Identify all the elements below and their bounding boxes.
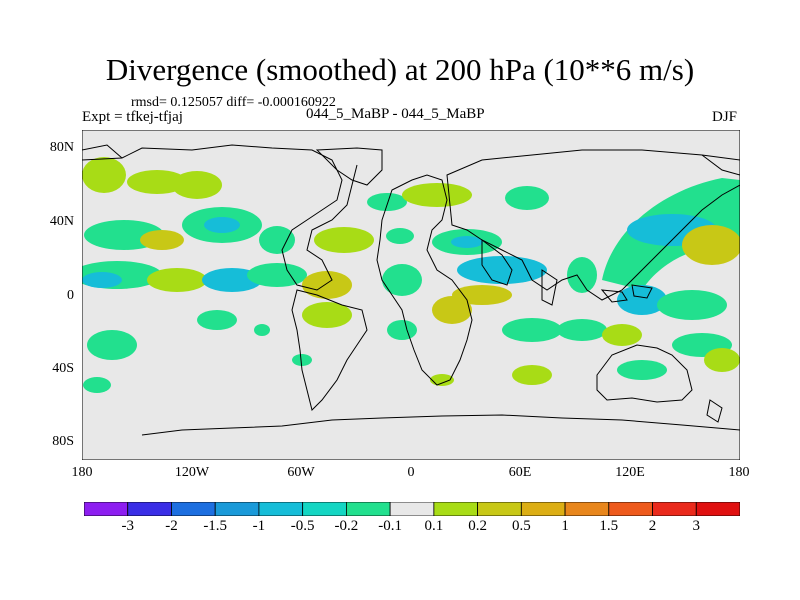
colorbar-tick-label: 2 (648, 518, 657, 534)
lat-label-40s: 40S (52, 361, 74, 376)
divergence-map (82, 130, 740, 460)
colorbar-swatch (345, 502, 391, 516)
colorbar-tick-label: 3 (692, 518, 701, 534)
colorbar-swatch (433, 502, 478, 516)
colorbar-tick-label: -0.2 (334, 518, 359, 534)
comparison-label: 044_5_MaBP - 044_5_MaBP (306, 106, 485, 122)
lon-label-180e: 180 (728, 465, 750, 480)
lon-label-180w: 180 (71, 465, 93, 480)
lat-label-40n: 40N (49, 214, 74, 229)
colorbar-tick-label: 1.5 (599, 518, 619, 534)
lat-label-0: 0 (67, 288, 74, 303)
colorbar-tick-label: -3 (121, 518, 134, 534)
colorbar-swatch (564, 502, 610, 516)
lon-label-120e: 120E (615, 465, 645, 480)
colorbar-tick-label: -1 (252, 518, 266, 534)
colorbar-swatch (695, 502, 740, 516)
lat-label-80n: 80N (49, 140, 74, 155)
colorbar-swatch (84, 502, 129, 516)
colorbar-tick-label: -0.1 (378, 518, 402, 534)
colorbar-swatch (389, 502, 435, 516)
coastlines (82, 144, 740, 436)
colorbar-tick-label: -2 (165, 518, 178, 534)
colorbar-swatch (477, 502, 522, 516)
season-label: DJF (712, 109, 738, 125)
colorbar-tick-label: 1 (561, 518, 569, 534)
colorbar-swatch (127, 502, 172, 516)
rmsd-diff-stats: rmsd= 0.125057 diff= -0.000160922 (131, 95, 336, 110)
lon-label-120w: 120W (174, 465, 210, 480)
experiment-label: Expt = tfkej-tfjaj (82, 109, 183, 125)
colorbar-tick-label: 0.2 (468, 518, 487, 534)
lon-label-0: 0 (407, 465, 415, 480)
map-title: Divergence (smoothed) at 200 hPa (10**6 … (105, 52, 695, 87)
lon-label-60w: 60W (287, 465, 315, 480)
colorbar-tick-label: -1.5 (203, 518, 228, 534)
lat-label-80s: 80S (52, 434, 74, 449)
colorbar-tick-label: 0.5 (511, 518, 531, 534)
colorbar-swatch (652, 502, 697, 516)
colorbar-tick-label: -0.5 (290, 518, 315, 534)
colorbar-swatch (520, 502, 566, 516)
colorbar-swatch (214, 502, 260, 516)
colorbar-swatch (171, 502, 216, 516)
colorbar-swatch (608, 502, 653, 516)
divergence-field (82, 157, 740, 393)
colorbar-swatch (258, 502, 304, 516)
colorbar-tick-label: 0.1 (424, 518, 444, 534)
lon-label-60e: 60E (508, 465, 532, 480)
colorbar-swatch (302, 502, 347, 516)
colorbar (84, 502, 740, 516)
